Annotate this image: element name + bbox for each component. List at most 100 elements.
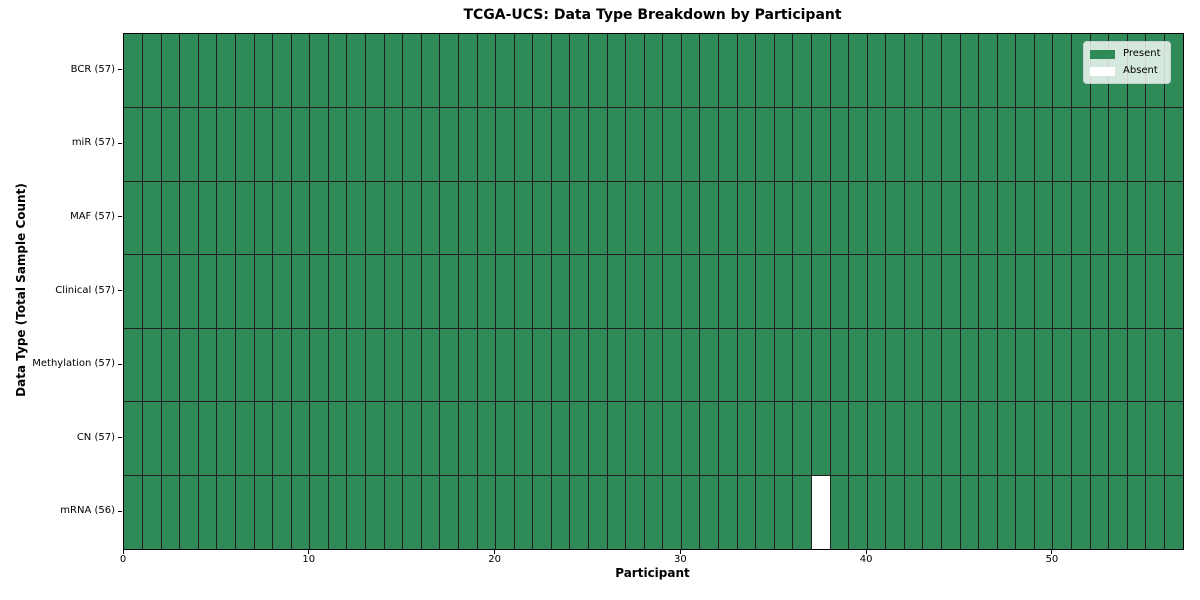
gridline-vertical: [439, 34, 441, 549]
gridline-vertical: [253, 34, 255, 549]
gridline-vertical: [272, 34, 274, 549]
x-tick-label-50: 50: [1045, 554, 1059, 565]
gridline-vertical: [625, 34, 627, 549]
gridline-vertical: [718, 34, 720, 549]
gridline-vertical: [179, 34, 181, 549]
gridline-vertical: [1126, 34, 1128, 549]
gridline-vertical: [160, 34, 162, 549]
gridline-vertical: [1033, 34, 1035, 549]
legend-swatch-present: [1090, 49, 1115, 59]
gridline-vertical: [532, 34, 534, 549]
gridline-vertical: [755, 34, 757, 549]
gridline-vertical: [365, 34, 367, 549]
gridline-vertical: [885, 34, 887, 549]
x-tick-mark-0: [122, 549, 124, 554]
gridline-horizontal: [124, 474, 1183, 476]
legend-entry-absent: Absent: [1090, 65, 1161, 77]
gridline-vertical: [922, 34, 924, 549]
y-tick-label-Methylation: Methylation (57): [32, 358, 115, 370]
gridline-vertical: [476, 34, 478, 549]
gridline-horizontal: [124, 254, 1183, 256]
gridline-vertical: [680, 34, 682, 549]
y-tick-mark-miR: [117, 142, 122, 144]
gridline-vertical: [1071, 34, 1073, 549]
x-axis-label: Participant: [615, 566, 690, 580]
gridline-vertical: [420, 34, 422, 549]
gridline-vertical: [1089, 34, 1091, 549]
gridline-vertical: [848, 34, 850, 549]
gridline-vertical: [142, 34, 144, 549]
gridline-horizontal: [124, 180, 1183, 182]
x-tick-mark-50: [1051, 549, 1053, 554]
gridline-vertical: [829, 34, 831, 549]
heatmap-cells-layer: [124, 34, 1183, 549]
x-tick-label-0: 0: [119, 554, 127, 565]
gridline-vertical: [309, 34, 311, 549]
gridline-vertical: [736, 34, 738, 549]
x-tick-mark-40: [865, 549, 867, 554]
gridline-horizontal: [124, 401, 1183, 403]
legend-label: Absent: [1123, 65, 1158, 76]
gridline-vertical: [978, 34, 980, 549]
legend: Present Absent: [1083, 41, 1171, 84]
gridline-vertical: [1108, 34, 1110, 549]
y-tick-mark-BCR: [117, 69, 122, 71]
y-tick-mark-mRNA: [117, 510, 122, 512]
legend-entry-present: Present: [1090, 48, 1161, 60]
gridline-vertical: [383, 34, 385, 549]
gridline-vertical: [699, 34, 701, 549]
x-tick-mark-20: [494, 549, 496, 554]
gridline-vertical: [569, 34, 571, 549]
gridline-vertical: [996, 34, 998, 549]
y-tick-label-MAF: MAF (57): [70, 210, 115, 222]
x-tick-mark-10: [308, 549, 310, 554]
gridline-vertical: [606, 34, 608, 549]
gridline-vertical: [959, 34, 961, 549]
gridline-vertical: [1052, 34, 1054, 549]
gridline-vertical: [495, 34, 497, 549]
gridline-horizontal: [124, 327, 1183, 329]
gridline-vertical: [550, 34, 552, 549]
gridline-vertical: [866, 34, 868, 549]
y-tick-label-miR: miR (57): [71, 137, 115, 149]
gridline-vertical: [216, 34, 218, 549]
y-tick-label-mRNA: mRNA (56): [60, 505, 115, 517]
x-tick-label-30: 30: [673, 554, 687, 565]
y-tick-label-CN: CN (57): [76, 431, 115, 443]
gridline-vertical: [662, 34, 664, 549]
gridline-vertical: [1163, 34, 1165, 549]
gridline-vertical: [773, 34, 775, 549]
x-tick-mark-30: [679, 549, 681, 554]
legend-label: Present: [1123, 48, 1161, 59]
gridline-vertical: [792, 34, 794, 549]
gridline-vertical: [810, 34, 812, 549]
gridline-vertical: [903, 34, 905, 549]
x-tick-label-20: 20: [488, 554, 501, 565]
gridline-horizontal: [124, 107, 1183, 109]
gridline-vertical: [290, 34, 292, 549]
absent-cell-mRNA-37: [811, 475, 830, 549]
gridline-vertical: [346, 34, 348, 549]
x-tick-label-40: 40: [859, 554, 873, 565]
gridline-vertical: [587, 34, 589, 549]
y-tick-mark-Methylation: [117, 363, 122, 365]
legend-swatch-absent: [1090, 66, 1115, 76]
gridline-vertical: [1145, 34, 1147, 549]
chart-title: TCGA-UCS: Data Type Breakdown by Partici…: [463, 7, 842, 23]
gridline-vertical: [643, 34, 645, 549]
y-tick-mark-Clinical: [117, 290, 122, 291]
gridline-vertical: [1015, 34, 1017, 549]
gridline-vertical: [197, 34, 199, 549]
gridline-vertical: [457, 34, 459, 549]
y-tick-mark-CN: [117, 437, 122, 439]
y-tick-label-BCR: BCR (57): [70, 63, 115, 75]
y-tick-label-Clinical: Clinical (57): [55, 284, 115, 296]
gridline-vertical: [402, 34, 404, 549]
gridline-vertical: [234, 34, 236, 549]
gridline-vertical: [513, 34, 515, 549]
y-tick-mark-MAF: [117, 216, 122, 218]
gridline-vertical: [327, 34, 329, 549]
gridline-vertical: [940, 34, 942, 549]
plot-area: Present Absent: [123, 33, 1184, 550]
